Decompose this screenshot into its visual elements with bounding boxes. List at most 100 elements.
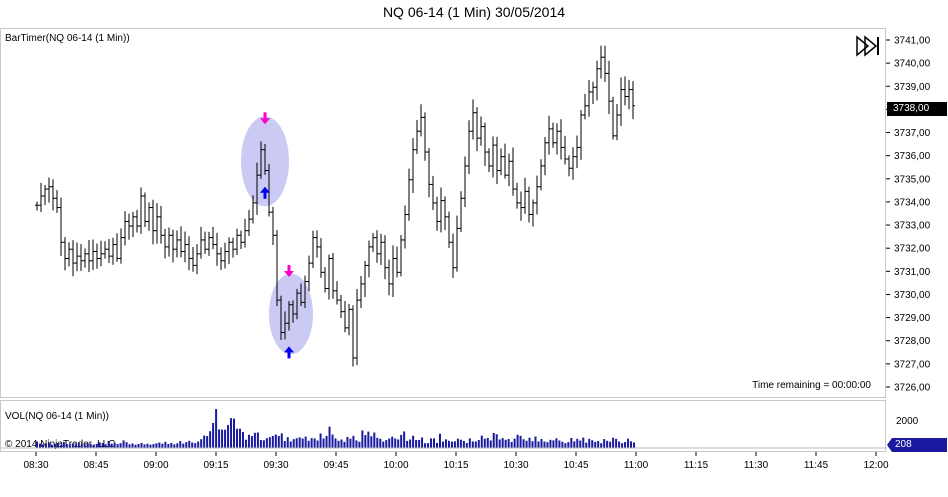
volume-axis[interactable]: 2000 208 — [886, 400, 948, 452]
volume-bar — [603, 439, 606, 448]
price-tick-label: 3735,00 — [894, 174, 931, 185]
volume-bar — [447, 440, 450, 448]
ohlc-bar — [435, 196, 439, 231]
volume-bar — [364, 435, 367, 448]
volume-bar — [224, 429, 227, 448]
price-tick-label: 3736,00 — [894, 151, 931, 162]
price-panel[interactable]: BarTimer(NQ 06-14 (1 Min)) Time remainin… — [0, 28, 886, 398]
ohlc-bar — [151, 199, 155, 245]
volume-bar — [161, 443, 164, 448]
volume-plot — [1, 409, 887, 449]
volume-bar — [241, 432, 244, 448]
ohlc-bar — [255, 162, 259, 215]
ohlc-bar — [115, 233, 119, 262]
volume-bar — [185, 442, 188, 448]
ohlc-bar — [95, 243, 99, 269]
volume-bar — [433, 438, 436, 448]
price-tick-label: 3740,00 — [894, 59, 931, 70]
volume-bar — [609, 441, 612, 448]
ohlc-bar — [463, 156, 467, 207]
volume-bar — [137, 444, 140, 448]
price-tick-label: 3730,00 — [894, 290, 931, 301]
ohlc-bar — [139, 187, 143, 234]
volume-bar — [313, 438, 316, 448]
price-axis[interactable]: 3741,00 3740,00 3739,00 3738,00 3737,00 3736,… — [886, 28, 948, 398]
last-price-value: 3738,00 — [893, 103, 930, 115]
volume-bar — [507, 439, 510, 448]
ohlc-bar — [67, 242, 71, 267]
ohlc-bar — [327, 254, 331, 300]
ohlc-bar — [187, 236, 191, 271]
indicator-label: BarTimer(NQ 06-14 (1 Min)) — [5, 33, 130, 44]
volume-bar — [221, 429, 224, 448]
volume-bar — [382, 441, 385, 448]
ohlc-bar — [283, 311, 287, 340]
volume-bar — [456, 438, 459, 448]
ohlc-bar — [547, 115, 551, 155]
volume-bar — [477, 440, 480, 448]
ohlc-bar — [575, 135, 579, 169]
volume-bar — [236, 428, 238, 448]
ohlc-bar — [531, 199, 535, 227]
time-remaining-label: Time remaining = 00:00:00 — [752, 380, 871, 391]
time-tick-label: 12:00 — [863, 460, 888, 471]
ohlc-bar — [359, 275, 363, 309]
ohlc-bar — [243, 218, 247, 248]
volume-bar — [552, 440, 555, 448]
volume-bar — [301, 438, 304, 448]
time-tick-label: 09:15 — [203, 460, 228, 471]
volume-bar — [621, 443, 624, 448]
ohlc-bar — [55, 190, 59, 213]
skip-to-end-icon[interactable] — [855, 35, 881, 57]
volume-bar — [453, 441, 456, 448]
volume-bar — [322, 438, 325, 448]
ohlc-bar — [427, 147, 431, 198]
price-tick-label: 3727,00 — [894, 359, 931, 370]
volume-bar — [624, 442, 627, 448]
volume-bar — [304, 436, 307, 448]
ohlc-bar — [495, 136, 499, 185]
volume-bar — [188, 440, 191, 448]
arrow-shaft — [263, 191, 267, 199]
volume-bar — [209, 431, 212, 448]
volume-bar — [164, 441, 167, 448]
volume-bar — [191, 442, 194, 448]
ohlc-bar — [347, 303, 351, 336]
arrow-head — [284, 270, 294, 277]
ohlc-bar — [355, 288, 359, 366]
time-tick-label: 09:30 — [263, 460, 288, 471]
ohlc-bar — [551, 122, 555, 148]
ohlc-bar — [387, 259, 391, 296]
volume-bar — [400, 434, 403, 448]
volume-bar — [373, 432, 376, 448]
volume-bar — [146, 443, 149, 448]
time-axis[interactable]: 08:30 08:45 09:00 09:15 09:30 09:45 10:00 10:15… — [0, 452, 948, 497]
volume-bar — [227, 425, 230, 448]
volume-panel[interactable]: VOL(NQ 06-14 (1 Min)) © 2014 NinjaTrader… — [0, 400, 887, 452]
volume-bar — [56, 442, 59, 448]
chart-title: NQ 06-14 (1 Min) 30/05/2014 — [382, 4, 566, 20]
volume-bar — [107, 441, 110, 448]
ohlc-bar — [475, 107, 479, 152]
volume-bar — [155, 443, 158, 448]
volume-bar — [546, 442, 549, 448]
time-tick-label: 11:15 — [684, 460, 709, 471]
ohlc-bar — [123, 211, 127, 246]
time-tick-label: 09:00 — [143, 460, 168, 471]
time-tick-label: 11:45 — [804, 460, 829, 471]
arrow-head — [260, 186, 270, 193]
ohlc-bar — [471, 99, 475, 140]
volume-bar — [203, 435, 206, 448]
ohlc-bar — [403, 205, 407, 249]
volume-bar — [71, 443, 74, 448]
volume-bar — [83, 444, 86, 448]
ohlc-bar — [183, 231, 187, 263]
volume-bar — [582, 437, 585, 448]
ohlc-bar — [175, 230, 179, 258]
volume-bar — [47, 442, 50, 448]
time-tick-label: 09:45 — [323, 460, 348, 471]
volume-bar — [244, 439, 247, 448]
volume-bar — [62, 442, 65, 448]
ohlc-bar — [287, 301, 291, 331]
time-tick-label: 08:30 — [23, 460, 48, 471]
